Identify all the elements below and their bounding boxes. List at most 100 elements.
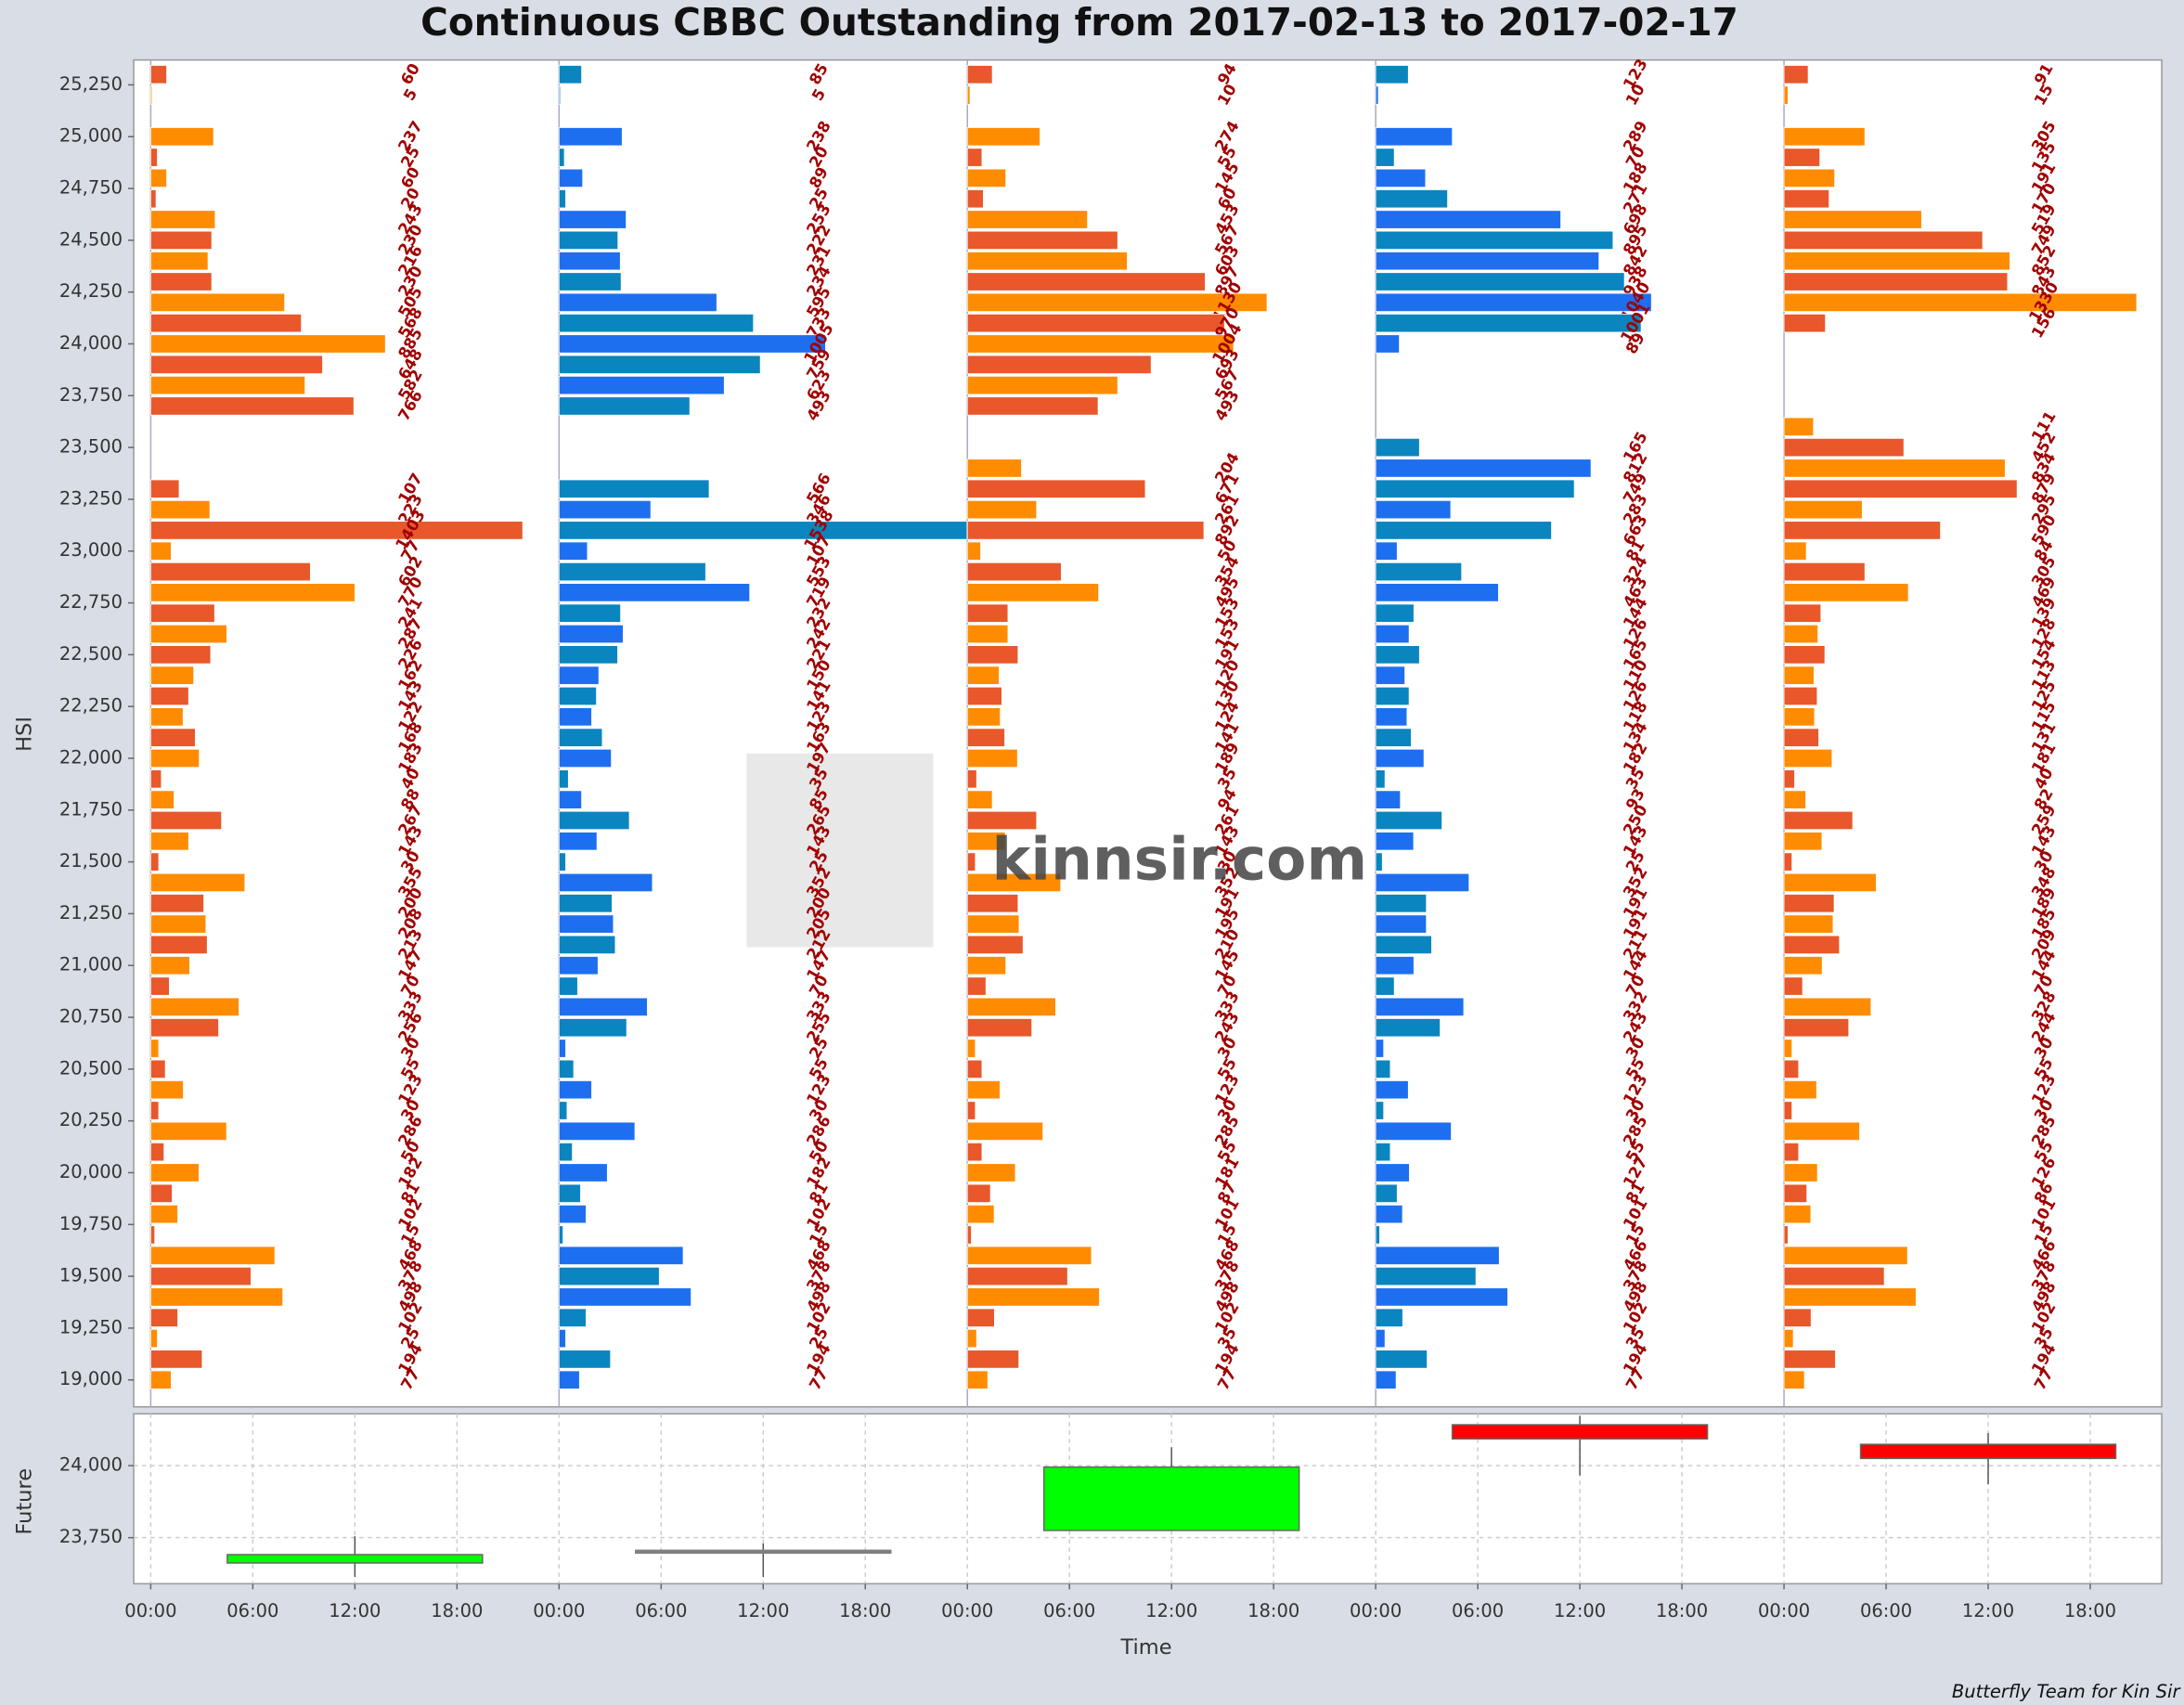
bar	[1783, 479, 2018, 498]
bar	[1375, 1143, 1391, 1162]
watermark: kinnsir.com	[991, 826, 1367, 894]
bar	[1375, 1287, 1508, 1307]
bar	[150, 997, 239, 1017]
candle-body	[635, 1549, 892, 1555]
bar	[558, 168, 584, 188]
y-tick-label: 21,250	[59, 902, 123, 924]
bar	[1375, 1059, 1391, 1079]
bar	[1783, 1205, 1812, 1224]
bar	[150, 376, 306, 395]
bar	[1375, 189, 1448, 209]
bar	[1375, 748, 1425, 769]
bar	[558, 1018, 627, 1038]
bar	[558, 790, 582, 809]
bar	[1375, 210, 1561, 229]
bar	[1375, 272, 1625, 291]
bar	[150, 230, 213, 250]
bar	[966, 665, 1000, 685]
x-tick-label: 12:00	[1962, 1600, 2014, 1621]
bar	[1375, 541, 1398, 561]
bar	[1375, 1121, 1452, 1141]
bar	[966, 1018, 1033, 1038]
bar	[558, 396, 691, 416]
bar	[1375, 810, 1442, 831]
bar	[1783, 872, 1877, 893]
x-tick-label: 06:00	[1043, 1600, 1095, 1621]
bar	[558, 252, 621, 271]
bar	[1375, 479, 1575, 498]
candle-body	[1451, 1424, 1709, 1440]
bar	[558, 562, 706, 582]
x-tick-label: 12:00	[1554, 1600, 1606, 1621]
bar	[1375, 1225, 1380, 1245]
y-tick-label: 21,750	[59, 798, 123, 820]
bar	[1783, 1183, 1808, 1203]
bar	[1783, 976, 1803, 996]
bar	[966, 624, 1009, 644]
bar	[150, 355, 323, 374]
bar	[966, 1287, 1100, 1307]
bar	[966, 1370, 989, 1389]
bar	[558, 748, 612, 769]
bar	[558, 1101, 568, 1120]
x-tick-label: 06:00	[226, 1600, 278, 1621]
bar	[150, 148, 158, 167]
bar	[1375, 1018, 1441, 1038]
bar	[150, 1018, 219, 1038]
bar	[966, 210, 1089, 229]
bar	[150, 810, 223, 831]
bar	[150, 210, 216, 229]
bar	[1783, 707, 1816, 727]
bar	[150, 292, 286, 312]
bar	[1375, 935, 1432, 955]
x-tick-label: 00:00	[1758, 1600, 1810, 1621]
bar	[966, 252, 1128, 271]
bar	[1783, 956, 1823, 975]
y-tick-label: 22,250	[59, 695, 123, 717]
bar	[150, 852, 160, 872]
x-tick-label: 00:00	[941, 1600, 993, 1621]
bar	[1783, 603, 1822, 623]
bar	[150, 1059, 166, 1079]
bar	[558, 1225, 563, 1245]
bar	[966, 645, 1019, 665]
bar	[966, 396, 1099, 416]
bar	[966, 1266, 1068, 1286]
bar	[150, 603, 215, 623]
bar	[966, 1328, 977, 1349]
bar	[558, 997, 648, 1017]
bar	[966, 355, 1152, 374]
bar	[966, 1039, 976, 1058]
bar	[558, 334, 826, 354]
bar	[558, 230, 619, 250]
y-tick-label: 22,000	[59, 746, 123, 768]
bar	[1783, 769, 1795, 789]
bar	[558, 1350, 612, 1369]
bar	[1375, 1080, 1409, 1100]
x-tick-label: 12:00	[1145, 1600, 1197, 1621]
bar	[1783, 562, 1866, 582]
bar	[150, 189, 157, 209]
bar	[558, 645, 618, 665]
bar	[558, 1370, 580, 1389]
bar	[966, 499, 1038, 520]
bar	[558, 314, 755, 333]
bar	[1783, 894, 1835, 913]
bar	[150, 334, 386, 354]
bar	[1783, 1143, 1800, 1162]
bar	[1375, 790, 1402, 809]
bar	[150, 914, 207, 934]
bar	[1783, 748, 1833, 769]
bar	[1375, 1163, 1410, 1182]
bar	[558, 355, 761, 374]
bar	[558, 292, 717, 312]
bar	[558, 1246, 684, 1265]
bar	[966, 1163, 1016, 1182]
bar	[558, 1308, 587, 1327]
bar	[966, 562, 1062, 582]
bar	[150, 499, 211, 520]
y-tick-label: 19,500	[59, 1265, 123, 1286]
bar	[1783, 1328, 1794, 1349]
bar	[966, 728, 1005, 747]
bar	[1783, 852, 1793, 872]
